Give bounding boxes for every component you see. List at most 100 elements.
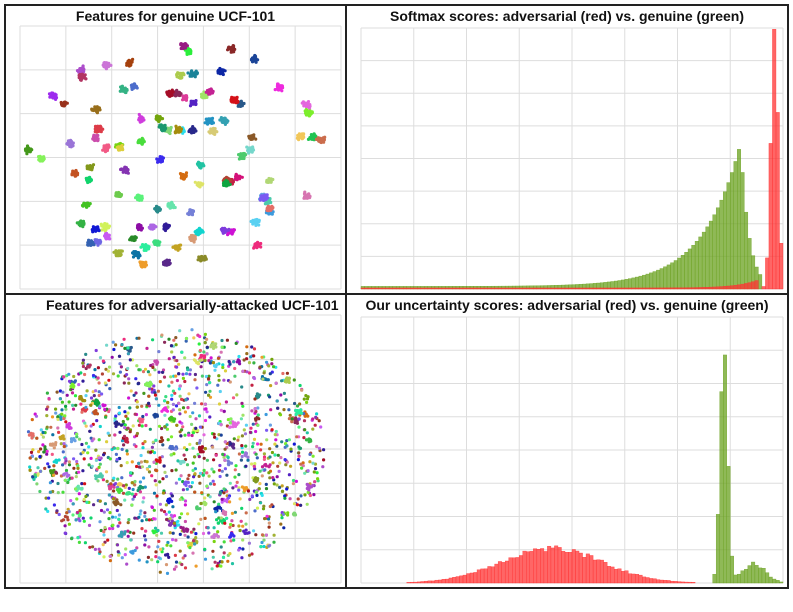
scatter-point bbox=[218, 491, 222, 496]
scatter-point bbox=[222, 378, 226, 382]
histogram-bar bbox=[631, 287, 636, 290]
scatter-point bbox=[219, 564, 223, 568]
scatter-point bbox=[101, 359, 105, 363]
scatter-point bbox=[122, 484, 126, 488]
scatter-point bbox=[237, 104, 242, 108]
scatter-point bbox=[103, 381, 107, 385]
scatter-point bbox=[214, 510, 218, 514]
scatter-point bbox=[283, 494, 287, 498]
scatter-point bbox=[156, 389, 160, 393]
scatter-point bbox=[201, 473, 205, 477]
scatter-point bbox=[174, 374, 178, 378]
scatter-point bbox=[181, 480, 185, 484]
scatter-point bbox=[187, 473, 191, 477]
histogram-bar bbox=[687, 287, 692, 290]
scatter-point bbox=[287, 379, 291, 383]
scatter-point bbox=[254, 452, 258, 456]
scatter-point bbox=[90, 166, 94, 170]
scatter-point bbox=[90, 464, 94, 468]
scatter-point bbox=[299, 494, 303, 498]
scatter-point bbox=[263, 198, 267, 202]
scatter-point bbox=[250, 137, 254, 141]
scatter-point bbox=[237, 486, 241, 490]
histogram-bar bbox=[621, 279, 625, 290]
scatter-point bbox=[177, 127, 182, 131]
scatter-point bbox=[247, 361, 252, 365]
scatter-point bbox=[130, 460, 134, 464]
scatter-point bbox=[91, 163, 96, 167]
scatter-point bbox=[200, 182, 204, 186]
scatter-point bbox=[138, 419, 143, 423]
scatter-point bbox=[229, 522, 233, 527]
scatter-point bbox=[157, 556, 161, 560]
scatter-point bbox=[292, 511, 296, 515]
scatter-point bbox=[170, 350, 174, 354]
scatter-point bbox=[91, 390, 95, 394]
scatter-point bbox=[159, 157, 163, 161]
scatter-point bbox=[303, 493, 307, 497]
scatter-point bbox=[177, 477, 182, 481]
scatter-point bbox=[266, 378, 270, 382]
scatter-point bbox=[273, 433, 277, 437]
scatter-plot-genuine bbox=[19, 25, 342, 290]
scatter-point bbox=[280, 440, 284, 444]
scatter-point bbox=[228, 425, 232, 429]
scatter-point bbox=[97, 393, 101, 398]
scatter-point bbox=[265, 360, 269, 364]
scatter-point bbox=[219, 116, 223, 120]
scatter-point bbox=[89, 456, 93, 460]
scatter-point bbox=[163, 340, 167, 344]
scatter-point bbox=[233, 366, 237, 371]
histogram-bar bbox=[378, 287, 383, 290]
scatter-point bbox=[240, 434, 244, 438]
scatter-point bbox=[211, 479, 215, 483]
scatter-point bbox=[60, 400, 64, 404]
scatter-point bbox=[254, 394, 259, 398]
scatter-point bbox=[262, 538, 266, 542]
scatter-point bbox=[97, 229, 101, 233]
scatter-point bbox=[49, 425, 53, 429]
scatter-point bbox=[263, 468, 267, 472]
scatter-point bbox=[275, 483, 279, 487]
scatter-point bbox=[119, 503, 123, 507]
histogram-bar bbox=[448, 287, 453, 290]
scatter-point bbox=[125, 452, 129, 456]
scatter-point bbox=[178, 329, 182, 333]
scatter-point bbox=[228, 525, 232, 529]
histogram-bar bbox=[508, 287, 513, 290]
scatter-point bbox=[304, 394, 308, 398]
scatter-point bbox=[128, 430, 132, 434]
scatter-point bbox=[294, 479, 298, 483]
histogram-bar bbox=[388, 287, 393, 290]
scatter-point bbox=[220, 469, 224, 473]
scatter-point bbox=[178, 408, 182, 412]
scatter-point bbox=[152, 223, 156, 227]
scatter-point bbox=[255, 392, 259, 396]
scatter-point bbox=[230, 511, 234, 515]
scatter-point bbox=[293, 401, 297, 406]
histogram-bar bbox=[367, 287, 372, 290]
scatter-point bbox=[228, 500, 232, 504]
histogram-bar bbox=[469, 287, 474, 290]
scatter-point bbox=[228, 178, 232, 182]
scatter-point bbox=[84, 201, 89, 206]
scatter-point bbox=[53, 443, 58, 447]
scatter-point bbox=[103, 233, 107, 238]
scatter-point bbox=[184, 173, 188, 177]
scatter-point bbox=[279, 456, 283, 460]
scatter-point bbox=[235, 480, 239, 484]
scatter-point bbox=[116, 374, 120, 378]
scatter-point bbox=[103, 403, 107, 407]
scatter-point bbox=[169, 522, 173, 526]
scatter-point bbox=[311, 454, 315, 458]
scatter-point bbox=[119, 85, 123, 89]
scatter-point bbox=[201, 96, 205, 100]
scatter-point bbox=[275, 87, 279, 91]
scatter-point bbox=[242, 101, 246, 106]
scatter-point bbox=[159, 439, 163, 444]
scatter-point bbox=[150, 505, 154, 510]
scatter-point bbox=[125, 449, 129, 453]
scatter-point bbox=[102, 453, 106, 457]
scatter-point bbox=[147, 225, 151, 229]
scatter-point bbox=[151, 338, 155, 342]
